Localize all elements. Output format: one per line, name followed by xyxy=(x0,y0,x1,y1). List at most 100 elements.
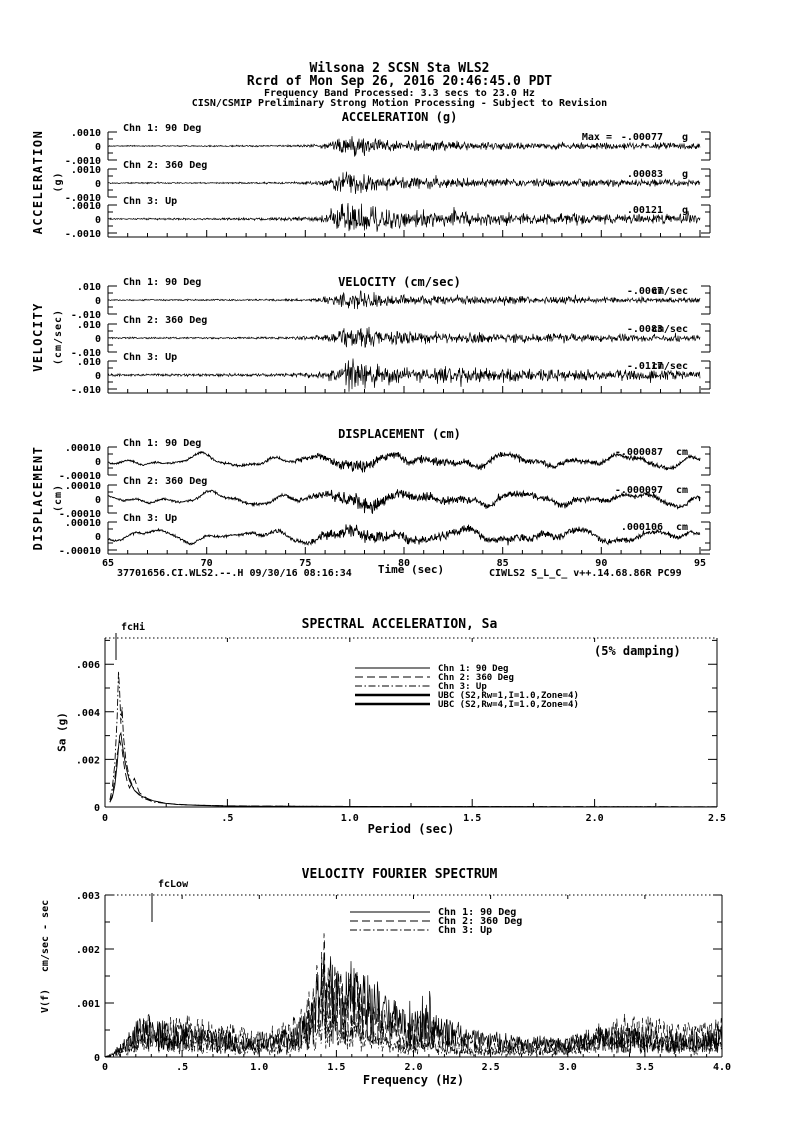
acceleration-peak-value-ch3: .00121 xyxy=(627,205,663,216)
sa-damping-note: (5% damping) xyxy=(594,644,681,658)
sa-legend-label: UBC (S2,Rw=1,I=1.0,Zone=4) xyxy=(438,691,579,701)
fourier-x-tick-label: 1.5 xyxy=(327,1062,345,1073)
displacement-right-bracket-ch1 xyxy=(701,446,711,476)
velocity-channel-label-ch2: Chn 2: 360 Deg xyxy=(123,315,207,326)
acceleration-right-bracket-ch2 xyxy=(701,168,711,198)
acceleration-peak-prefix: Max = xyxy=(582,132,612,143)
displacement-peak-unit-ch3: cm xyxy=(676,522,688,533)
sa-legend-label: Chn 3: Up xyxy=(438,682,487,692)
waveform-acceleration-ch2 xyxy=(107,171,701,195)
time-tick-label: 85 xyxy=(497,558,509,569)
acceleration-scale-bottom-label: -.0010 xyxy=(65,156,101,167)
sa-x-tick-label: 1.5 xyxy=(463,813,481,824)
velocity-peak-unit-ch3: cm/sec xyxy=(652,361,688,372)
waveform-velocity-ch1 xyxy=(107,290,701,310)
sa-x-axis-label: Period (sec) xyxy=(367,822,455,836)
acceleration-peak-unit-ch1: g xyxy=(682,132,688,143)
velocity-right-bracket-ch3 xyxy=(701,360,711,390)
sa-x-tick-label: 2.5 xyxy=(708,813,726,824)
time-tick-label: 80 xyxy=(398,558,410,569)
displacement-left-bracket-ch1 xyxy=(107,446,117,476)
velocity-side-unit: (cm/sec) xyxy=(53,308,64,366)
displacement-side-label: DISPLACEMENT xyxy=(31,445,45,551)
velocity-scale-bottom-label: -.010 xyxy=(71,348,101,359)
displacement-scale-bottom-label: -.00010 xyxy=(59,471,101,482)
time-axis-label: Time (sec) xyxy=(377,563,445,576)
fourier-legend-label: Chn 1: 90 Deg xyxy=(438,907,516,918)
sa-x-tick-label: 2.0 xyxy=(586,813,604,824)
displacement-peak-unit-ch2: cm xyxy=(676,485,688,496)
velocity-peak-unit-ch1: cm/sec xyxy=(652,286,688,297)
velocity-scale-zero-label: 0 xyxy=(95,334,101,345)
velocity-scale-zero-label: 0 xyxy=(95,296,101,307)
acceleration-channel-label-ch1: Chn 1: 90 Deg xyxy=(123,123,201,134)
velocity-title: VELOCITY (cm/sec) xyxy=(338,275,461,289)
sa-legend-label: UBC (S2,Rw=4,I=1.0,Zone=4) xyxy=(438,700,579,710)
station-name-line: Wilsona 2 SCSN Sta WLS2 xyxy=(309,61,490,76)
sa-y-tick-label: 0 xyxy=(94,803,100,814)
fourier-x-tick-label: 2.0 xyxy=(404,1062,422,1073)
waveform-displacement-ch3 xyxy=(107,524,701,546)
displacement-time-axis xyxy=(107,547,710,555)
acceleration-peak-value-ch2: .00083 xyxy=(627,169,663,180)
acceleration-peak-value-ch1: -.00077 xyxy=(621,132,663,143)
acceleration-scale-zero-label: 0 xyxy=(95,215,101,226)
time-tick-label: 75 xyxy=(299,558,311,569)
acceleration-side-unit: (g) xyxy=(53,171,64,193)
time-tick-label: 90 xyxy=(595,558,607,569)
displacement-peak-value-ch2: -.000097 xyxy=(615,485,663,496)
processing-footer: CIWLS2 S_L_C_ v++.14.68.86R PC99 xyxy=(489,568,682,579)
fourier-ticks xyxy=(105,894,723,1057)
displacement-channel-label-ch2: Chn 2: 360 Deg xyxy=(123,476,207,487)
displacement-side-unit: (cm) xyxy=(53,483,64,513)
displacement-scale-top-label: .00010 xyxy=(65,481,101,492)
displacement-scale-zero-label: 0 xyxy=(95,532,101,543)
fourier-y-tick-label: 0 xyxy=(94,1053,100,1064)
fourier-spectrum-chn-1-90-deg xyxy=(104,952,723,1058)
waveform-velocity-ch3 xyxy=(107,358,701,392)
acceleration-scale-zero-label: 0 xyxy=(95,179,101,190)
fourier-y-tick-label: .001 xyxy=(76,999,100,1010)
displacement-channel-label-ch3: Chn 3: Up xyxy=(123,513,177,524)
sa-x-tick-label: 1.0 xyxy=(341,813,359,824)
sa-y-axis-label: Sa (g) xyxy=(55,712,69,752)
fourier-legend-label: Chn 2: 360 Deg xyxy=(438,916,522,927)
time-tick-label: 65 xyxy=(102,558,114,569)
sa-title: SPECTRAL ACCELERATION, Sa xyxy=(301,617,498,632)
acceleration-peak-unit-ch3: g xyxy=(682,205,688,216)
waveform-velocity-ch2 xyxy=(107,326,701,348)
time-tick-label: 70 xyxy=(201,558,213,569)
velocity-scale-top-label: .010 xyxy=(77,282,101,293)
velocity-scale-bottom-label: -.010 xyxy=(71,310,101,321)
waveform-displacement-ch1 xyxy=(107,450,701,473)
fourier-x-tick-label: .5 xyxy=(176,1062,188,1073)
sa-curve-ch1 xyxy=(109,731,717,808)
displacement-left-bracket-ch2 xyxy=(107,484,117,514)
acceleration-title: ACCELERATION (g) xyxy=(341,110,458,124)
velocity-scale-top-label: .010 xyxy=(77,320,101,331)
velocity-scale-top-label: .010 xyxy=(77,357,101,368)
sa-x-tick-label: .5 xyxy=(221,813,233,824)
displacement-scale-bottom-label: -.00010 xyxy=(59,509,101,520)
fourier-y-unit-label: cm/sec - sec xyxy=(40,899,51,973)
displacement-peak-value-ch3: .000106 xyxy=(621,522,663,533)
processing-notice-line: CISN/CSMIP Preliminary Strong Motion Pro… xyxy=(191,98,608,109)
sa-x-tick-label: 0 xyxy=(102,813,108,824)
displacement-scale-top-label: .00010 xyxy=(65,518,101,529)
sa-fchi-marker-label: fcHi xyxy=(121,622,146,633)
acceleration-right-bracket-ch1 xyxy=(701,131,711,161)
sa-y-tick-label: .002 xyxy=(76,755,100,766)
velocity-side-label: VELOCITY xyxy=(31,302,45,372)
displacement-right-bracket-ch2 xyxy=(701,484,711,514)
acceleration-scale-zero-label: 0 xyxy=(95,142,101,153)
acceleration-scale-top-label: .0010 xyxy=(71,128,101,139)
fourier-x-axis-label: Frequency (Hz) xyxy=(362,1073,465,1087)
velocity-channel-label-ch3: Chn 3: Up xyxy=(123,352,177,363)
fourier-y-tick-label: .003 xyxy=(76,891,100,902)
fourier-x-tick-label: 2.5 xyxy=(482,1062,500,1073)
acceleration-scale-top-label: .0010 xyxy=(71,165,101,176)
velocity-time-axis xyxy=(107,386,710,394)
velocity-scale-bottom-label: -.010 xyxy=(71,385,101,396)
fourier-x-tick-label: 0 xyxy=(102,1062,108,1073)
